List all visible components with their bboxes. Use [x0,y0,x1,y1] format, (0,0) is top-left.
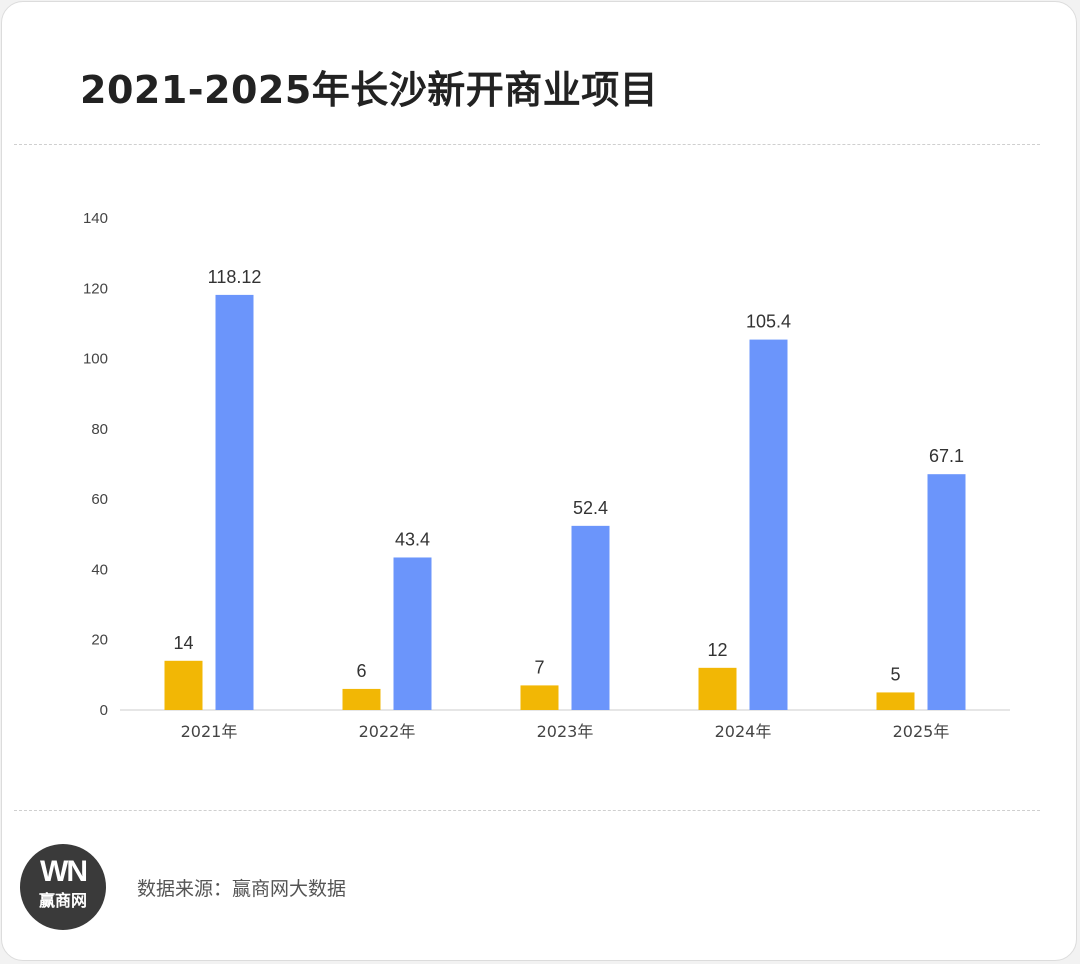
bar-series-1 [342,688,381,710]
bar-series-2 [749,339,788,710]
top-divider [14,144,1040,145]
y-tick-label: 140 [83,210,108,227]
bar-series-1 [876,692,915,710]
data-label: 105.4 [746,312,791,332]
data-label: 5 [890,664,900,684]
bar-chart: 0 20 40 60 80 100 120 140 14 118.12 2021年 6 43.4 2022… [83,210,1010,741]
y-tick-label: 20 [91,632,108,649]
y-tick-label: 120 [83,280,108,297]
y-tick-label: 80 [91,421,108,438]
x-tick-label: 2023年 [537,722,594,741]
bar-series-1 [164,660,203,710]
bottom-divider [14,810,1040,811]
winshang-logo-icon: WN 赢商网 [20,844,106,930]
bar-series-1 [698,667,737,710]
x-tick-label: 2021年 [181,722,238,741]
logo-mark: WN [40,855,88,888]
data-source: 数据来源：赢商网大数据 [137,878,347,900]
bar-series-2 [927,474,966,710]
data-label: 6 [356,661,366,681]
data-label: 67.1 [929,446,964,466]
x-tick-label: 2022年 [359,722,416,741]
y-tick-label: 40 [91,561,108,578]
data-label: 7 [534,657,544,677]
bar-series-2 [571,525,610,710]
page-title: 2021-2025年长沙新开商业项目 [80,68,659,112]
data-label: 14 [173,633,193,653]
data-label: 52.4 [573,498,608,518]
y-tick-label: 0 [100,702,108,719]
x-tick-label: 2025年 [893,722,950,741]
y-tick-label: 100 [83,351,108,368]
data-label: 43.4 [395,529,430,549]
data-label: 118.12 [208,267,262,287]
y-tick-label: 60 [91,491,108,508]
data-label: 12 [707,640,727,660]
bar-series-2 [393,557,432,710]
x-tick-label: 2024年 [715,722,772,741]
bar-series-2 [215,294,254,710]
bar-series-1 [520,685,559,710]
logo-name: 赢商网 [38,891,87,910]
